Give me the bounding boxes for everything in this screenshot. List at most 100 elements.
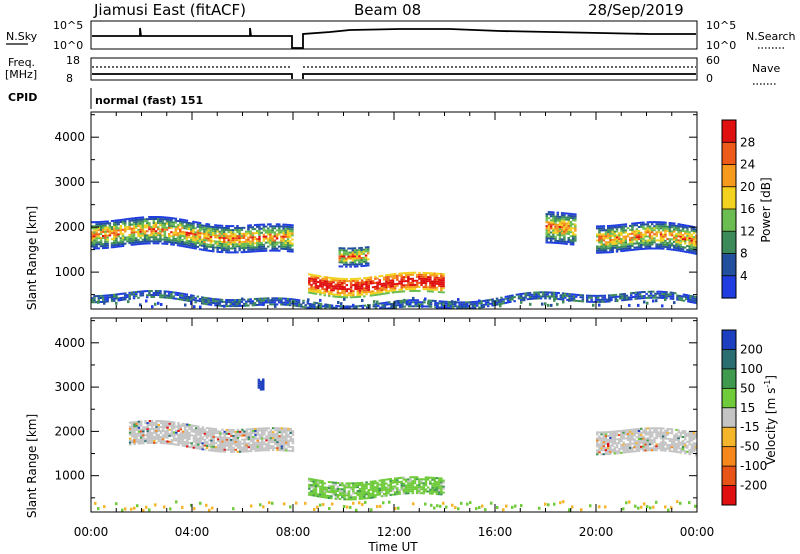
- range-cell: [385, 292, 388, 295]
- range-cell: [194, 237, 197, 240]
- range-cell: [185, 225, 189, 228]
- range-cell: [242, 232, 246, 235]
- range-cell: [197, 433, 200, 436]
- near-range-cell: [673, 301, 676, 305]
- range-cell: [227, 432, 231, 435]
- range-cell: [598, 235, 601, 238]
- range-cell: [219, 438, 222, 441]
- range-cell: [177, 428, 180, 430]
- range-cell: [346, 312, 349, 314]
- range-cell: [93, 245, 96, 248]
- range-cell: [356, 482, 359, 485]
- range-cell: [537, 293, 541, 296]
- range-cell: [220, 245, 224, 247]
- range-cell: [648, 443, 652, 446]
- range-cell: [567, 222, 570, 225]
- range-cell: [396, 284, 399, 287]
- range-cell: [372, 303, 376, 306]
- range-cell: [677, 233, 680, 236]
- range-cell: [115, 225, 118, 228]
- range-cell: [209, 297, 213, 300]
- range-cell: [545, 215, 548, 218]
- range-cell: [500, 298, 503, 301]
- range-cell: [413, 476, 417, 479]
- range-cell: [119, 241, 123, 244]
- range-cell: [334, 287, 337, 290]
- range-cell: [403, 305, 406, 308]
- range-cell: [332, 481, 335, 484]
- range-cell: [284, 241, 288, 244]
- range-cell: [161, 440, 165, 443]
- range-cell: [97, 223, 101, 226]
- range-cell: [166, 432, 169, 435]
- range-cell: [679, 237, 683, 240]
- range-cell: [626, 433, 630, 436]
- range-cell: [132, 293, 136, 296]
- range-cell: [353, 251, 357, 254]
- range-cell: [385, 290, 388, 293]
- range-cell: [387, 484, 390, 487]
- range-cell: [435, 274, 439, 277]
- range-cell: [314, 290, 318, 293]
- range-cell: [613, 226, 617, 229]
- range-cell: [192, 296, 195, 299]
- range-cell: [659, 221, 663, 224]
- range-cell: [220, 232, 224, 235]
- range-cell: [276, 449, 279, 452]
- range-cell: [139, 422, 143, 425]
- range-cell: [411, 480, 414, 483]
- range-cell: [437, 278, 441, 281]
- range-cell: [308, 279, 311, 282]
- range-cell: [115, 297, 118, 300]
- range-cell: [276, 429, 279, 432]
- range-cell: [258, 225, 261, 228]
- range-cell: [566, 292, 569, 295]
- range-cell: [629, 440, 632, 443]
- range-cell: [174, 293, 178, 296]
- range-cell: [247, 240, 250, 243]
- range-cell: [124, 298, 127, 301]
- range-cell: [205, 427, 209, 429]
- range-cell: [643, 295, 646, 297]
- range-cell: [624, 225, 628, 228]
- range-cell: [407, 486, 410, 489]
- range-cell: [659, 445, 663, 448]
- range-cell: [556, 215, 559, 218]
- range-cell: [634, 297, 637, 300]
- range-cell: [258, 240, 261, 242]
- range-cell: [310, 480, 313, 483]
- range-cell: [198, 244, 202, 247]
- range-cell: [498, 303, 501, 306]
- range-cell: [135, 219, 138, 221]
- range-cell: [389, 279, 392, 282]
- range-cell: [646, 247, 650, 250]
- range-cell: [93, 225, 96, 228]
- range-cell: [547, 237, 551, 240]
- range-cell: [343, 492, 346, 495]
- range-cell: [201, 446, 204, 449]
- near-range-cell: [394, 301, 397, 305]
- range-cell: [271, 235, 274, 238]
- range-cell: [353, 259, 357, 262]
- range-cell: [252, 436, 255, 438]
- range-cell: [440, 275, 443, 277]
- range-cell: [418, 484, 421, 487]
- range-cell: [655, 245, 658, 248]
- range-cell: [646, 231, 650, 234]
- range-cell: [234, 249, 237, 252]
- range-cell: [194, 441, 198, 444]
- range-cell: [647, 290, 651, 293]
- range-cell: [223, 237, 226, 240]
- range-cell: [353, 255, 357, 258]
- range-cell: [367, 280, 370, 283]
- range-cell: [545, 221, 548, 224]
- range-cell: [223, 442, 226, 445]
- range-cell: [194, 297, 197, 300]
- range-cell: [659, 441, 663, 444]
- range-cell: [334, 283, 337, 286]
- range-cell: [223, 300, 226, 303]
- range-cell: [569, 231, 573, 234]
- range-cell: [102, 220, 105, 223]
- range-cell: [389, 488, 392, 490]
- range-cell: [646, 245, 650, 248]
